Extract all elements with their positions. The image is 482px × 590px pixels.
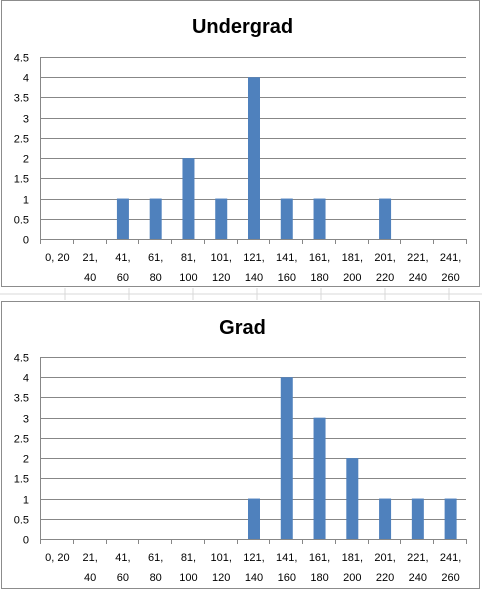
undergrad-x-tick-label-line2: 40 xyxy=(84,272,96,284)
grad-x-tick-label: 181, xyxy=(342,552,363,564)
grad-y-tick-label: 4.5 xyxy=(14,353,29,365)
undergrad-y-tick-label: 2 xyxy=(23,154,29,166)
undergrad-x-tick-label-line2: 60 xyxy=(117,272,129,284)
grad-x-tick-label-line2: 120 xyxy=(212,572,230,584)
grad-y-tick-label: 3 xyxy=(23,414,29,426)
grad-x-tick-label-line2: 240 xyxy=(409,572,427,584)
undergrad-bar[interactable] xyxy=(280,198,293,239)
grad-y-tick-label: 3.5 xyxy=(14,393,29,405)
grad-x-tick-label-line2: 60 xyxy=(117,572,129,584)
undergrad-chart[interactable]: Undergrad 0 0.5 1 1.5 2 2.5 3 3.5 4 4.5 0, 20 21, 40 4… xyxy=(1,0,480,287)
undergrad-bar[interactable] xyxy=(182,158,195,239)
grad-bar[interactable] xyxy=(280,377,293,539)
grad-x-tick-label-line2: 160 xyxy=(278,572,296,584)
undergrad-x-tick-label: 241, xyxy=(440,252,461,264)
undergrad-x-tick-label-line2: 100 xyxy=(179,272,197,284)
grad-bar[interactable] xyxy=(411,498,424,539)
undergrad-y-tick-label: 1.5 xyxy=(14,174,29,186)
undergrad-x-tick-label: 161, xyxy=(309,252,330,264)
grad-x-tick-label-line2: 100 xyxy=(179,572,197,584)
grad-x-tick-label: 201, xyxy=(374,552,395,564)
grad-chart-plot: Grad 0 0.5 1 1.5 2 2.5 3 3.5 4 4.5 0, 20 21, 40 41, 60 6… xyxy=(14,317,467,584)
undergrad-x-tick-label: 141, xyxy=(276,252,297,264)
undergrad-y-tick-label: 3.5 xyxy=(14,93,29,105)
undergrad-x-tick-label: 61, xyxy=(148,252,163,264)
grad-x-tick-label-line2: 80 xyxy=(150,572,162,584)
undergrad-x-tick-label: 181, xyxy=(342,252,363,264)
undergrad-x-tick-label: 101, xyxy=(211,252,232,264)
grad-y-tick-label: 1.5 xyxy=(14,474,29,486)
undergrad-x-tick-label: 121, xyxy=(243,252,264,264)
grad-bar[interactable] xyxy=(379,498,392,539)
undergrad-x-tick-label-line2: 120 xyxy=(212,272,230,284)
undergrad-x-tick-label-line2: 140 xyxy=(245,272,263,284)
grad-y-tick-label: 1 xyxy=(23,495,29,507)
grad-chart-title: Grad xyxy=(219,317,266,339)
grad-y-tick-label: 2.5 xyxy=(14,434,29,446)
undergrad-x-tick-label: 21, xyxy=(83,252,98,264)
grad-chart[interactable]: Grad 0 0.5 1 1.5 2 2.5 3 3.5 4 4.5 0, 20 21, 40 41, 60 6… xyxy=(1,301,480,589)
grad-x-tick-label: 81, xyxy=(181,552,196,564)
undergrad-y-tick-label: 2.5 xyxy=(14,134,29,146)
undergrad-bar[interactable] xyxy=(215,198,228,239)
undergrad-x-tick-label: 221, xyxy=(407,252,428,264)
undergrad-bar[interactable] xyxy=(248,77,260,239)
grad-x-tick-label: 241, xyxy=(440,552,461,564)
undergrad-bar[interactable] xyxy=(149,198,162,239)
grad-bar[interactable] xyxy=(444,498,457,539)
grad-x-tick-label: 141, xyxy=(276,552,297,564)
undergrad-x-tick-label-line2: 160 xyxy=(278,272,296,284)
undergrad-x-tick-label-line2: 260 xyxy=(441,272,459,284)
grad-y-tick-label: 0 xyxy=(23,535,29,547)
grad-x-tick-label: 21, xyxy=(83,552,98,564)
undergrad-y-tick-label: 0 xyxy=(23,235,29,247)
undergrad-x-tick-label: 201, xyxy=(374,252,395,264)
undergrad-x-tick-label: 41, xyxy=(115,252,130,264)
grad-x-tick-label: 101, xyxy=(211,552,232,564)
undergrad-y-tick-label: 1 xyxy=(23,195,29,207)
grad-x-tick-label-line2: 200 xyxy=(343,572,361,584)
grad-x-tick-label: 0, 20 xyxy=(45,552,69,564)
undergrad-y-tick-label: 4 xyxy=(23,73,29,85)
undergrad-chart-plot: Undergrad 0 0.5 1 1.5 2 2.5 3 3.5 4 4.5 0, 20 21, 40 4… xyxy=(14,16,467,284)
grad-x-tick-label: 161, xyxy=(309,552,330,564)
undergrad-y-tick-label: 4.5 xyxy=(14,53,29,65)
grad-x-tick-label-line2: 220 xyxy=(376,572,394,584)
undergrad-x-tick-label-line2: 240 xyxy=(409,272,427,284)
grad-x-tick-label: 221, xyxy=(407,552,428,564)
grad-bar[interactable] xyxy=(346,458,359,539)
undergrad-x-tick-label: 0, 20 xyxy=(45,252,69,264)
grad-x-tick-label-line2: 260 xyxy=(441,572,459,584)
grad-x-tick-label-line2: 40 xyxy=(84,572,96,584)
undergrad-x-tick-label-line2: 180 xyxy=(310,272,328,284)
undergrad-y-tick-label: 0.5 xyxy=(14,215,29,227)
grad-bar[interactable] xyxy=(313,417,326,539)
grad-y-tick-label: 0.5 xyxy=(14,515,29,527)
undergrad-x-tick-label-line2: 200 xyxy=(343,272,361,284)
undergrad-bar[interactable] xyxy=(379,198,392,239)
undergrad-y-tick-label: 3 xyxy=(23,114,29,126)
grad-x-tick-label: 61, xyxy=(148,552,163,564)
grad-x-tick-label-line2: 180 xyxy=(310,572,328,584)
undergrad-x-tick-label: 81, xyxy=(181,252,196,264)
grad-x-tick-label-line2: 140 xyxy=(245,572,263,584)
grad-y-tick-label: 4 xyxy=(23,373,29,385)
undergrad-bar[interactable] xyxy=(313,198,326,239)
grad-x-tick-label: 121, xyxy=(243,552,264,564)
grad-x-tick-label: 41, xyxy=(115,552,130,564)
undergrad-chart-title: Undergrad xyxy=(192,16,293,38)
grad-y-tick-label: 2 xyxy=(23,454,29,466)
undergrad-x-tick-label-line2: 220 xyxy=(376,272,394,284)
undergrad-bar[interactable] xyxy=(116,198,129,239)
grad-bar[interactable] xyxy=(248,498,260,539)
undergrad-x-tick-label-line2: 80 xyxy=(150,272,162,284)
